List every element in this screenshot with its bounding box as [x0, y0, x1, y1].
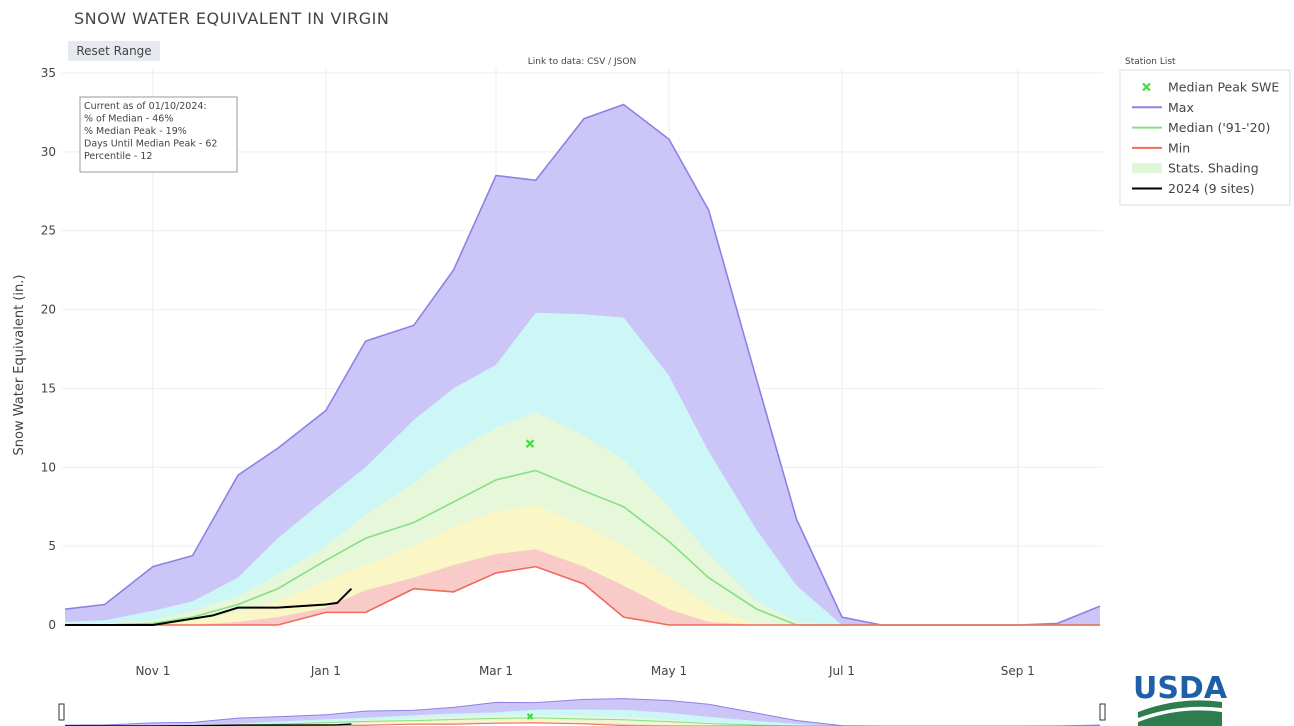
- x-tick-label: Nov 1: [135, 664, 170, 678]
- stats-band: [65, 505, 1100, 625]
- y-tick-label: 0: [48, 618, 56, 632]
- legend: Median Peak SWE Max Median ('91-'20) Min Sta…: [1132, 80, 1279, 196]
- peak-marker: [525, 439, 535, 448]
- annotation-line: Percentile - 12: [84, 151, 152, 162]
- series-line: [65, 723, 352, 726]
- plot-area: [64, 103, 1101, 626]
- chart-title: SNOW WATER EQUIVALENT IN VIRGIN: [74, 9, 389, 28]
- y-tick-label: 15: [41, 381, 56, 395]
- min-area: [65, 566, 1100, 625]
- range-handle[interactable]: [1099, 703, 1106, 721]
- logo-swoosh: [1138, 710, 1222, 726]
- annotation-line: Current as of 01/10/2024:: [84, 101, 207, 112]
- x-tick-label: Mar 1: [479, 664, 513, 678]
- annotation: Current as of 01/10/2024: % of Median - 4…: [84, 101, 217, 162]
- stats-band: [65, 412, 1100, 625]
- legend-label: Min: [1168, 140, 1190, 155]
- logo-text: USDA: [1133, 671, 1228, 706]
- series-line: [65, 565, 1100, 626]
- legend-label: Median Peak SWE: [1168, 80, 1279, 95]
- x-tick-label: Jul 1: [828, 664, 855, 678]
- peak-marker: [526, 713, 534, 720]
- data-link[interactable]: Link to data: CSV / JSON: [528, 57, 636, 67]
- y-tick-label: 30: [41, 145, 56, 159]
- annotation-line: Days Until Median Peak - 62: [84, 139, 217, 150]
- series-line: [65, 588, 353, 626]
- series-line: [65, 722, 1100, 726]
- legend-symbol: [1132, 163, 1162, 174]
- reset-button-label[interactable]: Reset Range: [76, 44, 151, 58]
- station-list[interactable]: Station List: [1125, 57, 1176, 67]
- reset-button[interactable]: [68, 41, 160, 61]
- y-axis-label: Snow Water Equivalent (in.): [12, 275, 27, 456]
- range-slider[interactable]: [58, 698, 1106, 726]
- legend-label: 2024 (9 sites): [1168, 181, 1255, 196]
- range-handle[interactable]: [58, 703, 65, 721]
- y-tick-label: 25: [41, 224, 56, 238]
- x-tick-label: Sep 1: [1001, 664, 1035, 678]
- y-tick-label: 20: [41, 303, 56, 317]
- stats-band: [65, 714, 1100, 726]
- y-tick-label: 10: [41, 460, 56, 474]
- series-line: [64, 698, 1101, 726]
- x-tick-label: May 1: [651, 664, 687, 678]
- annotation-line: % Median Peak - 19%: [84, 126, 187, 137]
- min-area: [65, 722, 1100, 726]
- legend-label: Stats. Shading: [1168, 161, 1259, 176]
- legend-box: [1119, 69, 1291, 206]
- x-tick-label: Jan 1: [310, 664, 341, 678]
- annotation-line: % of Median - 46%: [84, 114, 173, 125]
- legend-label: Median ('91-'20): [1168, 120, 1270, 135]
- legend-symbol: [1142, 82, 1151, 92]
- logo-swoosh: [1138, 700, 1222, 718]
- annotation-box: [79, 96, 238, 173]
- y-tick-label: 5: [48, 539, 56, 553]
- legend-label: Max: [1168, 100, 1194, 115]
- y-tick-label: 35: [41, 66, 56, 80]
